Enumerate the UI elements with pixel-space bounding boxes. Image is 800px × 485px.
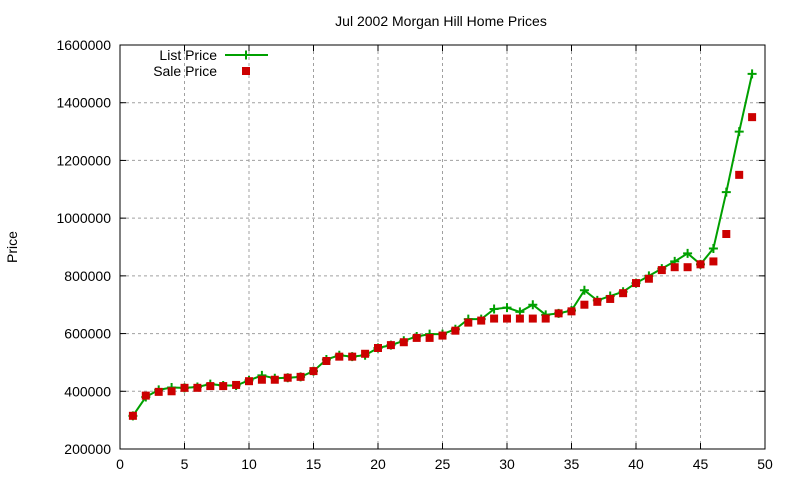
sale-price-point bbox=[619, 289, 628, 298]
sale-price-point bbox=[335, 352, 344, 361]
sale-price-point bbox=[232, 380, 241, 389]
list-price-point bbox=[734, 127, 744, 137]
sale-price-point bbox=[528, 314, 537, 323]
sale-price-point bbox=[657, 266, 666, 275]
sale-price-point bbox=[644, 274, 653, 283]
x-tick-label: 20 bbox=[370, 456, 386, 472]
sale-price-point bbox=[193, 383, 202, 392]
series bbox=[128, 69, 757, 421]
y-tick-label: 1400000 bbox=[56, 95, 111, 111]
legend-label-sale-price: Sale Price bbox=[153, 63, 217, 79]
sale-price-point bbox=[167, 387, 176, 396]
legend-label-list-price: List Price bbox=[159, 47, 217, 63]
sale-price-point bbox=[748, 113, 757, 122]
x-tick-label: 10 bbox=[241, 456, 257, 472]
sale-price-point bbox=[580, 300, 589, 309]
plot-frame bbox=[119, 44, 766, 450]
sale-price-point bbox=[245, 377, 253, 386]
sale-price-point bbox=[709, 257, 718, 266]
sale-price-point bbox=[606, 294, 615, 303]
sale-price-point bbox=[386, 341, 395, 350]
list-price-point bbox=[708, 243, 718, 253]
sale-price-point bbox=[554, 309, 563, 318]
sale-price-point bbox=[722, 230, 731, 239]
sale-price-point bbox=[735, 170, 744, 179]
sale-price-point bbox=[632, 279, 640, 288]
sale-price-point bbox=[477, 316, 486, 325]
y-tick-label: 600000 bbox=[64, 326, 111, 342]
ticks: 0 5 10 15 20 25 30 35 40 45 50 200000 400000 600000 80… bbox=[56, 37, 773, 472]
list-price-point bbox=[579, 285, 589, 295]
sale-price-point bbox=[438, 331, 447, 340]
sale-price-point bbox=[257, 375, 266, 384]
sale-price-point bbox=[180, 383, 189, 392]
sale-price-point bbox=[696, 260, 705, 269]
y-tick-label: 1000000 bbox=[56, 210, 111, 226]
sale-price-point bbox=[361, 349, 370, 358]
sale-price-point bbox=[412, 333, 421, 342]
list-price-point bbox=[528, 300, 538, 310]
y-tick-label: 200000 bbox=[64, 441, 111, 457]
x-tick-label: 40 bbox=[628, 456, 644, 472]
x-tick-label: 30 bbox=[499, 456, 515, 472]
sale-price-point bbox=[219, 382, 228, 391]
sale-price-point bbox=[503, 314, 511, 323]
y-axis-label: Price bbox=[4, 231, 20, 263]
legend: List Price Sale Price bbox=[153, 47, 268, 79]
sale-price-point bbox=[309, 367, 318, 376]
y-tick-label: 400000 bbox=[64, 383, 111, 399]
sale-price-point bbox=[141, 391, 150, 400]
y-tick-label: 1600000 bbox=[56, 37, 111, 53]
sale-price-point bbox=[567, 307, 576, 316]
sale-price-point bbox=[451, 326, 460, 335]
sale-price-point bbox=[128, 411, 137, 420]
sale-price-point bbox=[683, 263, 692, 272]
sale-price-point bbox=[515, 314, 524, 323]
grid bbox=[120, 45, 765, 449]
list-price-point bbox=[502, 303, 512, 313]
sale-price-point bbox=[490, 314, 499, 323]
sale-price-point bbox=[348, 352, 357, 361]
legend-marker-list-price bbox=[241, 50, 251, 60]
list-price-point bbox=[721, 187, 731, 197]
list-price-point bbox=[683, 248, 693, 258]
x-tick-label: 25 bbox=[435, 456, 451, 472]
x-tick-label: 15 bbox=[306, 456, 322, 472]
sale-price-point bbox=[283, 373, 292, 382]
sale-price-point bbox=[270, 375, 279, 384]
sale-price-point bbox=[206, 382, 215, 391]
y-tick-label: 800000 bbox=[64, 268, 111, 284]
list-price-point bbox=[747, 69, 757, 79]
sale-price-point bbox=[374, 344, 382, 352]
sale-price-point bbox=[296, 372, 305, 381]
sale-price-point bbox=[541, 314, 550, 323]
sale-price-point bbox=[670, 263, 679, 272]
chart-title: Jul 2002 Morgan Hill Home Prices bbox=[335, 13, 547, 29]
y-tick-label: 1200000 bbox=[56, 152, 111, 168]
sale-price-point bbox=[154, 387, 163, 396]
x-tick-label: 0 bbox=[116, 456, 124, 472]
sale-price-point bbox=[399, 338, 408, 347]
x-tick-label: 5 bbox=[181, 456, 189, 472]
x-tick-label: 35 bbox=[564, 456, 580, 472]
list-price-point bbox=[489, 304, 499, 314]
sale-price-point bbox=[464, 318, 473, 327]
sale-price-point bbox=[322, 356, 331, 365]
sale-price-point bbox=[425, 333, 434, 342]
sale-price-point bbox=[593, 297, 602, 306]
x-tick-label: 45 bbox=[693, 456, 709, 472]
legend-marker-sale-price bbox=[242, 67, 250, 75]
x-tick-label: 50 bbox=[757, 456, 773, 472]
